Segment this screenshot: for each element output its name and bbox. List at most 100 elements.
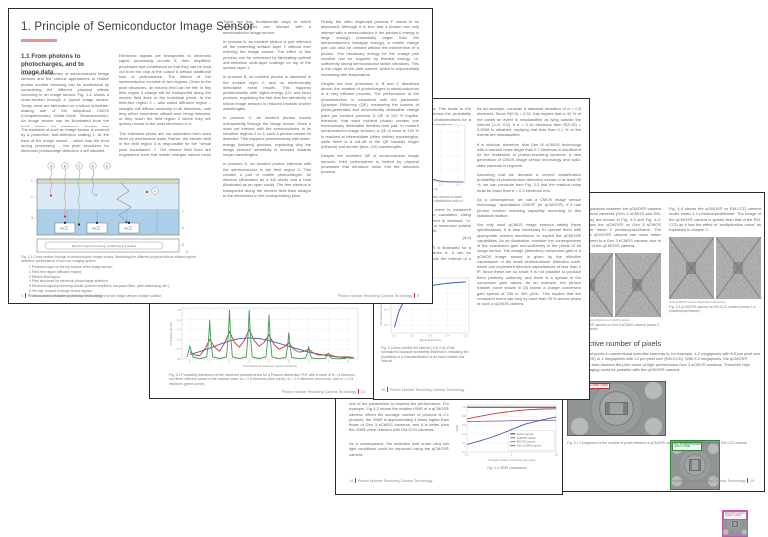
- footer-doc-title: Photon Number Resolving Camera Technolog…: [281, 389, 357, 394]
- paragraph: Despite the excellent QE of semiconducto…: [321, 153, 419, 175]
- pixel-structures: [54, 221, 140, 234]
- paragraph: As a consequence, we call a CMOS image s…: [477, 196, 581, 218]
- footer-separator: [358, 389, 360, 394]
- column-3: There are five fundamental ways in which…: [223, 19, 311, 291]
- spread45-footer-right: Photon Number Resolving Camera Technolog…: [338, 293, 419, 298]
- list-item: 7 Virtual pixel boundaries created by el…: [29, 293, 162, 298]
- footer-doc-title: Photon Number Resolving Camera Technolog…: [357, 478, 433, 483]
- readout-box-label: Electronic signal processing, conditioni…: [72, 244, 136, 248]
- svg-text:0.1: 0.1: [393, 334, 397, 338]
- fig4-4-qcmos-image: [669, 237, 714, 299]
- footer-separator: [354, 478, 356, 483]
- svg-text:6: 6: [308, 360, 310, 364]
- fig4-2-chart: 0.1 1 10 0.0 0.2 0.4 0.6 0.8 1.0 Average number o…: [455, 404, 558, 462]
- svg-text:4: 4: [268, 360, 270, 364]
- svg-text:5: 5: [182, 243, 184, 247]
- svg-text:Normalized photoelectron signa: Normalized photoelectron signal (electro…: [243, 364, 297, 368]
- list-item: 2 Field-free region (diffusion region);: [29, 269, 83, 274]
- svg-text:qCMOS® camera: qCMOS® camera: [517, 437, 537, 440]
- svg-text:0.0: 0.0: [462, 450, 466, 454]
- chapter-title: 1. Principle of Semiconductor Image Sens…: [21, 21, 254, 33]
- title-rule: [21, 39, 57, 42]
- fig5-1-emccd-label: EM-CCD camera (1024 x 1024): [723, 511, 747, 520]
- paragraph: Despite the loss processes A, B and C de…: [321, 80, 419, 150]
- footer-separator: [414, 293, 416, 298]
- paragraph: Not only must qCMOS image sensors satisf…: [477, 222, 581, 307]
- svg-text:0.0: 0.0: [177, 357, 181, 361]
- footer-doc-title: Photon Number Resolving Camera Technolog…: [670, 478, 746, 483]
- svg-text:Sigma (electrons): Sigma (electrons): [419, 338, 441, 342]
- svg-text:1: 1: [209, 360, 211, 364]
- page19-left-paragraph: Imaging comparisons between the qCMOS® c…: [567, 206, 661, 248]
- fig3-1-caption: Fig. 3-1 Probability distribution of the…: [169, 373, 356, 386]
- fig5-1-scmos-label-line1: Gen 3 sCMOS camera: [674, 442, 701, 446]
- fig3-3-caption: Fig. 3-3 Area outside the interval [-0.5…: [381, 346, 469, 364]
- footer-page-number: 4: [21, 293, 23, 298]
- paragraph: The backside of such an image sensor is …: [21, 127, 109, 154]
- svg-text:EM-CCD camera: EM-CCD camera: [517, 441, 536, 444]
- svg-text:5: 5: [288, 360, 290, 364]
- svg-text:Normalized area outside interv: Normalized area outside interval: [379, 285, 383, 325]
- svg-text:0.4: 0.4: [446, 334, 450, 338]
- column-4: Finally, the often neglected process F n…: [321, 19, 419, 291]
- svg-text:0.3: 0.3: [428, 334, 432, 338]
- fig5-1-scmos-label-line2: (2048 x 2048): [674, 445, 691, 449]
- fig5-1-emccd-label-line2: (1024 x 1024): [725, 514, 742, 518]
- svg-text:10: 10: [554, 453, 558, 457]
- page-19[interactable]: Imaging comparisons between the qCMOS® c…: [553, 192, 765, 537]
- fig4-4-image-pair: [669, 237, 761, 299]
- spread-pages-4-5[interactable]: 1. Principle of Semiconductor Image Sens…: [8, 8, 433, 304]
- list-item: 4 Pixel structures for electronic photoc…: [29, 279, 109, 284]
- svg-text:C: C: [78, 164, 81, 168]
- paragraph: As an example, consider a standard devia…: [477, 106, 581, 138]
- figure-1-1: A B C D E: [29, 161, 191, 254]
- svg-text:1.0: 1.0: [462, 405, 466, 409]
- region-number-labels: 1 2 3 4 5 6 7: [31, 179, 188, 254]
- fig4-4-caption: Fig. 4-4 qCMOS® camera vs EM-CCD camera …: [669, 305, 756, 314]
- list-item: 6 Off-chip: readout of image sensor sign…: [29, 288, 93, 293]
- svg-text:0.4: 0.4: [462, 432, 466, 436]
- svg-text:2.0: 2.0: [456, 183, 460, 187]
- paragraph: Assuming that we demand a correct classi…: [477, 171, 581, 193]
- svg-text:1.5: 1.5: [439, 183, 443, 187]
- svg-text:0.2: 0.2: [462, 441, 466, 445]
- svg-text:0.1: 0.1: [465, 453, 469, 457]
- svg-text:A: A: [50, 164, 53, 168]
- svg-text:2: 2: [229, 360, 231, 364]
- list-item: 1 Protective layer on the top surface of…: [29, 265, 113, 269]
- equation-number: (3-4): [462, 235, 471, 240]
- svg-text:0.3: 0.3: [177, 328, 181, 332]
- svg-text:4: 4: [182, 226, 184, 230]
- svg-text:0: 0: [189, 360, 191, 364]
- svg-text:rSNR: rSNR: [455, 425, 459, 432]
- page13-footer: Photon Number Resolving Camera Technolog…: [282, 389, 365, 394]
- paragraph: In process C, an incident photon travels…: [223, 115, 311, 158]
- svg-text:7: 7: [182, 210, 184, 214]
- fig4-4-image-labels: (Left) qCMOS® camera (Right) EM-CCD came…: [669, 301, 726, 304]
- paragraph: Finally, the often neglected process F n…: [321, 19, 419, 77]
- svg-text:0.5: 0.5: [177, 308, 181, 312]
- footer-doc-title: Photon Number Resolving Camera Technolog…: [337, 293, 413, 298]
- column-2: Electronic signals are transported to el…: [119, 53, 211, 157]
- footer-page-number: 16: [381, 387, 385, 392]
- svg-text:Gen 3 sCMOS camera: Gen 3 sCMOS camera: [517, 445, 542, 448]
- svg-text:Perfect camera: Perfect camera: [517, 433, 534, 436]
- svg-text:0.5: 0.5: [464, 334, 468, 338]
- fig3-1-chart: 0 1 2 3 4 5 6 7 8 0.0 0.1 0.2 0.3 0.4 0.5 Normalized ph…: [169, 307, 359, 368]
- svg-text:F: F: [154, 189, 156, 193]
- fig1-1-caption: Fig. 1-1 Cross section through a semicon…: [21, 255, 197, 264]
- footer-page-number: 13: [361, 389, 365, 394]
- fig5-1-scmos-label: Gen 3 sCMOS camera (2048 x 2048): [672, 442, 703, 451]
- photon-paths: [49, 169, 132, 224]
- svg-text:3: 3: [248, 360, 250, 364]
- svg-text:0.1: 0.1: [177, 347, 181, 351]
- paragraph: Electronic signals are transported to el…: [119, 53, 211, 127]
- fig5-1-caption: Fig. 5-1 Comparison of the number of pix…: [567, 441, 747, 445]
- footer-doc-title: Photon Number Resolving Camera Technolog…: [27, 293, 103, 298]
- svg-text:10⁻⁶: 10⁻⁶: [384, 323, 390, 327]
- fig4-2-caption: Fig. 4-2 rSNR comparison: [487, 466, 527, 470]
- photon-labels: A B C D E: [47, 162, 111, 170]
- page14-left-paragraph-2: As a consequence, the detection limit un…: [349, 441, 449, 457]
- column-1b: The backside of such an image sensor is …: [21, 127, 109, 157]
- svg-text:10⁻⁴: 10⁻⁴: [384, 307, 391, 311]
